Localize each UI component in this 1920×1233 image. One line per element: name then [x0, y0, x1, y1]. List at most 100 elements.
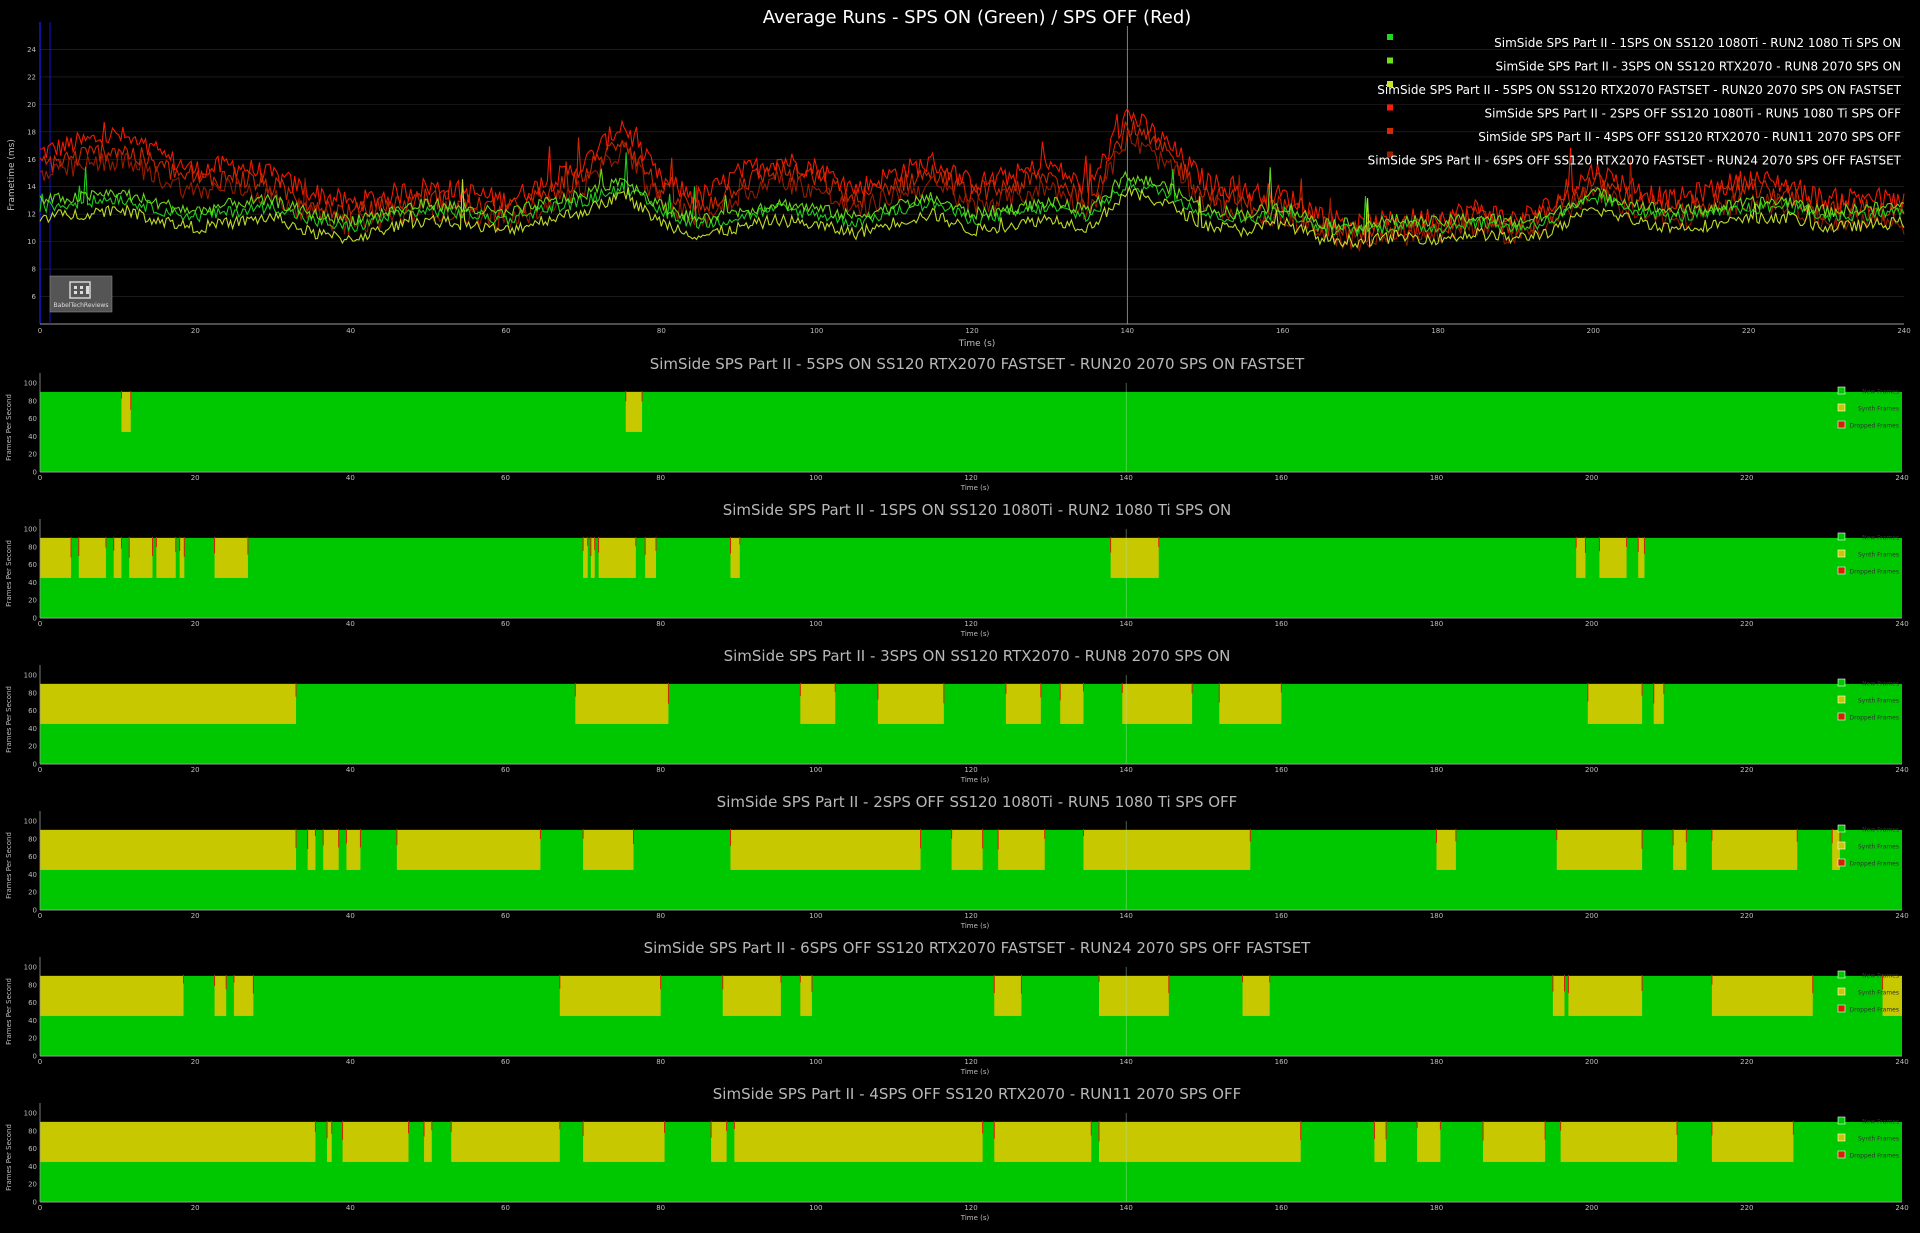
synth-frames-interval: [1110, 537, 1159, 578]
y-tick-label: 10: [27, 238, 36, 246]
x-tick-label: 80: [656, 766, 665, 774]
fps-panel: SimSide SPS Part II - 4SPS OFF SS120 RTX…: [5, 1085, 1909, 1222]
x-axis-label: Time (s): [960, 1214, 990, 1222]
legend-entry: Dropped Frames: [1850, 1153, 1899, 1160]
x-tick-label: 120: [964, 1058, 977, 1066]
legend-swatch: [1837, 987, 1846, 996]
x-tick-label: 0: [38, 327, 42, 335]
y-axis-label: Frames Per Second: [5, 686, 13, 753]
synth-frames-interval: [994, 975, 1022, 1016]
y-tick-label: 80: [28, 1127, 37, 1135]
x-tick-label: 200: [1585, 1204, 1598, 1212]
series-line-3: [39, 179, 1905, 249]
frametime-chart: Average Runs - SPS ON (Green) / SPS OFF …: [7, 7, 1911, 349]
synth-frames-interval: [1587, 683, 1643, 724]
x-tick-label: 100: [809, 1058, 822, 1066]
x-tick-label: 80: [656, 474, 665, 482]
x-tick-label: 40: [346, 474, 355, 482]
legend-swatch: [1837, 566, 1846, 575]
y-tick-label: 80: [28, 689, 37, 697]
x-tick-label: 80: [657, 327, 666, 335]
synth-frames-interval: [711, 1121, 727, 1162]
legend-entry: New Frames: [1862, 973, 1899, 980]
x-tick-label: 40: [346, 1204, 355, 1212]
synth-frames-interval: [1374, 1121, 1387, 1162]
legend-swatch: [1387, 34, 1393, 40]
y-tick-label: 60: [28, 1145, 37, 1153]
x-tick-label: 100: [810, 327, 823, 335]
legend-entry: SimSide SPS Part II - 4SPS OFF SS120 RTX…: [1478, 130, 1901, 144]
y-tick-label: 0: [33, 615, 37, 623]
y-tick-label: 22: [27, 73, 36, 81]
x-axis-label: Time (s): [958, 339, 996, 349]
synth-frames-interval: [129, 537, 153, 578]
synth-frames-interval: [1242, 975, 1270, 1016]
x-tick-label: 240: [1895, 912, 1908, 920]
synth-frames-interval: [1599, 537, 1627, 578]
panel-title: SimSide SPS Part II - 6SPS OFF SS120 RTX…: [644, 939, 1312, 957]
legend-entry: SimSide SPS Part II - 5SPS ON SS120 RTX2…: [1377, 83, 1901, 97]
legend-swatch: [1837, 1004, 1846, 1013]
x-tick-label: 140: [1119, 1204, 1132, 1212]
y-tick-label: 8: [32, 266, 36, 274]
x-tick-label: 180: [1431, 327, 1444, 335]
x-tick-label: 80: [656, 912, 665, 920]
x-tick-label: 140: [1119, 912, 1132, 920]
x-axis-label: Time (s): [960, 776, 990, 784]
legend-swatch: [1837, 970, 1846, 979]
y-tick-label: 80: [28, 397, 37, 405]
legend-entry: SimSide SPS Part II - 2SPS OFF SS120 108…: [1484, 107, 1901, 121]
x-tick-label: 220: [1740, 474, 1753, 482]
y-tick-label: 16: [27, 156, 36, 164]
x-tick-label: 60: [501, 766, 510, 774]
legend-entry: Dropped Frames: [1850, 1007, 1899, 1014]
x-tick-label: 0: [38, 1204, 42, 1212]
series-line-2: [39, 167, 1905, 232]
legend-entry: Synth Frames: [1858, 406, 1899, 413]
synth-frames-interval: [1653, 683, 1664, 724]
x-tick-label: 140: [1119, 766, 1132, 774]
legend-entry: SimSide SPS Part II - 1SPS ON SS120 1080…: [1494, 36, 1901, 50]
panel-title: SimSide SPS Part II - 3SPS ON SS120 RTX2…: [724, 647, 1231, 665]
x-tick-label: 160: [1275, 474, 1288, 482]
synth-frames-interval: [1099, 975, 1169, 1016]
synth-frames-interval: [722, 975, 781, 1016]
x-tick-label: 180: [1430, 912, 1443, 920]
x-tick-label: 60: [501, 620, 510, 628]
watermark: BabelTechReviews: [49, 275, 113, 313]
y-tick-label: 60: [28, 561, 37, 569]
x-tick-label: 220: [1740, 1058, 1753, 1066]
legend-swatch: [1387, 81, 1393, 87]
x-tick-label: 200: [1585, 474, 1598, 482]
panel-title: SimSide SPS Part II - 2SPS OFF SS120 108…: [717, 793, 1238, 811]
synth-frames-interval: [575, 683, 669, 724]
y-tick-label: 100: [24, 964, 37, 972]
y-tick-label: 20: [28, 597, 37, 605]
legend-entry: SimSide SPS Part II - 6SPS OFF SS120 RTX…: [1368, 154, 1902, 168]
legend-entry: SimSide SPS Part II - 3SPS ON SS120 RTX2…: [1496, 60, 1901, 74]
synth-frames-interval: [40, 537, 72, 578]
x-tick-label: 140: [1121, 327, 1134, 335]
x-tick-label: 180: [1430, 1058, 1443, 1066]
synth-frames-interval: [113, 537, 122, 578]
y-tick-label: 0: [33, 469, 37, 477]
y-tick-label: 20: [28, 1181, 37, 1189]
x-tick-label: 60: [501, 1204, 510, 1212]
x-tick-label: 240: [1895, 620, 1908, 628]
y-tick-label: 20: [28, 451, 37, 459]
x-tick-label: 100: [809, 766, 822, 774]
synth-frames-interval: [214, 975, 227, 1016]
synth-frames-interval: [179, 537, 185, 578]
x-tick-label: 80: [656, 620, 665, 628]
synth-frames-interval: [1568, 975, 1643, 1016]
synth-frames-interval: [1483, 1121, 1546, 1162]
x-tick-label: 240: [1895, 474, 1908, 482]
x-tick-label: 240: [1895, 1204, 1908, 1212]
y-axis-label: Frames Per Second: [5, 1124, 13, 1191]
x-tick-label: 240: [1895, 766, 1908, 774]
y-tick-label: 80: [28, 981, 37, 989]
synth-frames-interval: [1417, 1121, 1441, 1162]
synth-frames-interval: [40, 683, 297, 724]
legend-swatch: [1837, 1133, 1846, 1142]
x-tick-label: 220: [1740, 620, 1753, 628]
